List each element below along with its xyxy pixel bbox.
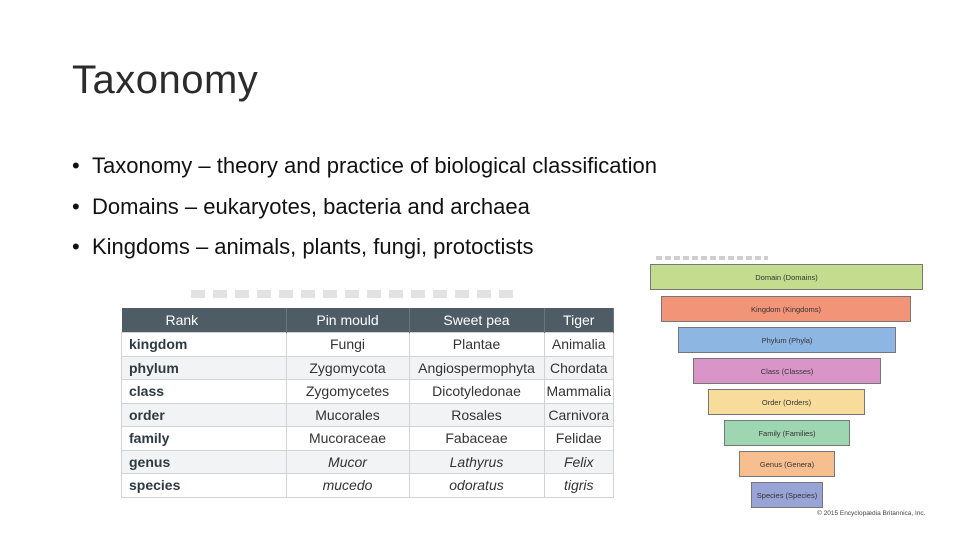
table-row: family Mucoraceae Fabaceae Felidae bbox=[121, 426, 614, 451]
table-cell: Carnivora bbox=[543, 402, 614, 427]
table-cell: Zygomycota bbox=[285, 355, 410, 380]
table-row: kingdom Fungi Plantae Animalia bbox=[121, 332, 614, 357]
table-cell: Plantae bbox=[408, 332, 545, 357]
table-cell: mucedo bbox=[285, 473, 410, 498]
table-header-row: Rank Pin mould Sweet pea Tiger bbox=[121, 308, 614, 333]
table-row: genus Mucor Lathyrus Felix bbox=[121, 449, 614, 474]
header-sweet-pea: Sweet pea bbox=[409, 308, 545, 333]
bullet-text: Kingdoms – animals, plants, fungi, proto… bbox=[92, 234, 534, 259]
faded-caption-line bbox=[656, 256, 768, 260]
table-cell: kingdom bbox=[121, 332, 287, 357]
pyramid-level-order: Order (Orders) bbox=[708, 389, 865, 415]
table-cell: Dicotyledonae bbox=[408, 379, 545, 404]
bullet-item: • Kingdoms – animals, plants, fungi, prot… bbox=[72, 234, 534, 259]
table-cell: Mucor bbox=[285, 449, 410, 474]
table-cell: Lathyrus bbox=[408, 449, 545, 474]
table-cell: species bbox=[121, 473, 287, 498]
taxonomy-table-image: Rank Pin mould Sweet pea Tiger kingdom F… bbox=[121, 290, 614, 498]
pyramid-level-domain: Domain (Domains) bbox=[650, 264, 923, 290]
table-row: species mucedo odoratus tigris bbox=[121, 473, 614, 498]
copyright-text: © 2015 Encyclopædia Britannica, Inc. bbox=[817, 510, 926, 517]
table-cell: order bbox=[121, 402, 287, 427]
header-tiger: Tiger bbox=[544, 308, 614, 333]
table-cell: Animalia bbox=[543, 332, 614, 357]
table-row: order Mucorales Rosales Carnivora bbox=[121, 402, 614, 427]
table-cell: phylum bbox=[121, 355, 287, 380]
pyramid-level-kingdom: Kingdom (Kingdoms) bbox=[661, 296, 911, 322]
bullet-item: • Taxonomy – theory and practice of biolo… bbox=[72, 153, 657, 178]
table-cell: odoratus bbox=[408, 473, 545, 498]
table-cell: Mucorales bbox=[285, 402, 410, 427]
pyramid-level-phylum: Phylum (Phyla) bbox=[678, 327, 896, 353]
table-cell: class bbox=[121, 379, 287, 404]
pyramid-level-class: Class (Classes) bbox=[693, 358, 881, 384]
table-cell: Felidae bbox=[543, 426, 614, 451]
slide-title: Taxonomy bbox=[72, 58, 259, 102]
table-cell: Mucoraceae bbox=[285, 426, 410, 451]
pyramid-level-species: Species (Species) bbox=[751, 482, 823, 508]
table-cell: Chordata bbox=[543, 355, 614, 380]
table-cell: Angiospermophyta bbox=[408, 355, 545, 380]
faded-caption-line bbox=[191, 290, 521, 298]
pyramid-level-genus: Genus (Genera) bbox=[739, 451, 835, 477]
table-cell: Zygomycetes bbox=[285, 379, 410, 404]
table-cell: Fabaceae bbox=[408, 426, 545, 451]
table-cell: Mammalia bbox=[543, 379, 614, 404]
table-cell: genus bbox=[121, 449, 287, 474]
header-pin-mould: Pin mould bbox=[286, 308, 410, 333]
table-row: phylum Zygomycota Angiospermophyta Chord… bbox=[121, 355, 614, 380]
table-cell: tigris bbox=[543, 473, 614, 498]
bullet-list: • Taxonomy – theory and practice of biolo… bbox=[72, 146, 657, 268]
taxonomy-table: Rank Pin mould Sweet pea Tiger kingdom F… bbox=[121, 308, 614, 498]
bullet-text: Domains – eukaryotes, bacteria and archa… bbox=[92, 193, 530, 219]
table-cell: family bbox=[121, 426, 287, 451]
bullet-item: • Domains – eukaryotes, bacteria and arch… bbox=[72, 193, 530, 219]
table-row: class Zygomycetes Dicotyledonae Mammalia bbox=[121, 379, 614, 404]
table-cell: Fungi bbox=[285, 332, 410, 357]
table-cell: Rosales bbox=[408, 402, 545, 427]
header-rank: Rank bbox=[121, 308, 287, 333]
taxonomy-pyramid-image: Domain (Domains) Kingdom (Kingdoms) Phyl… bbox=[650, 256, 930, 536]
bullet-text: Taxonomy – theory and practice of biolog… bbox=[92, 153, 657, 178]
table-cell: Felix bbox=[543, 449, 614, 474]
pyramid-level-family: Family (Families) bbox=[724, 420, 850, 446]
